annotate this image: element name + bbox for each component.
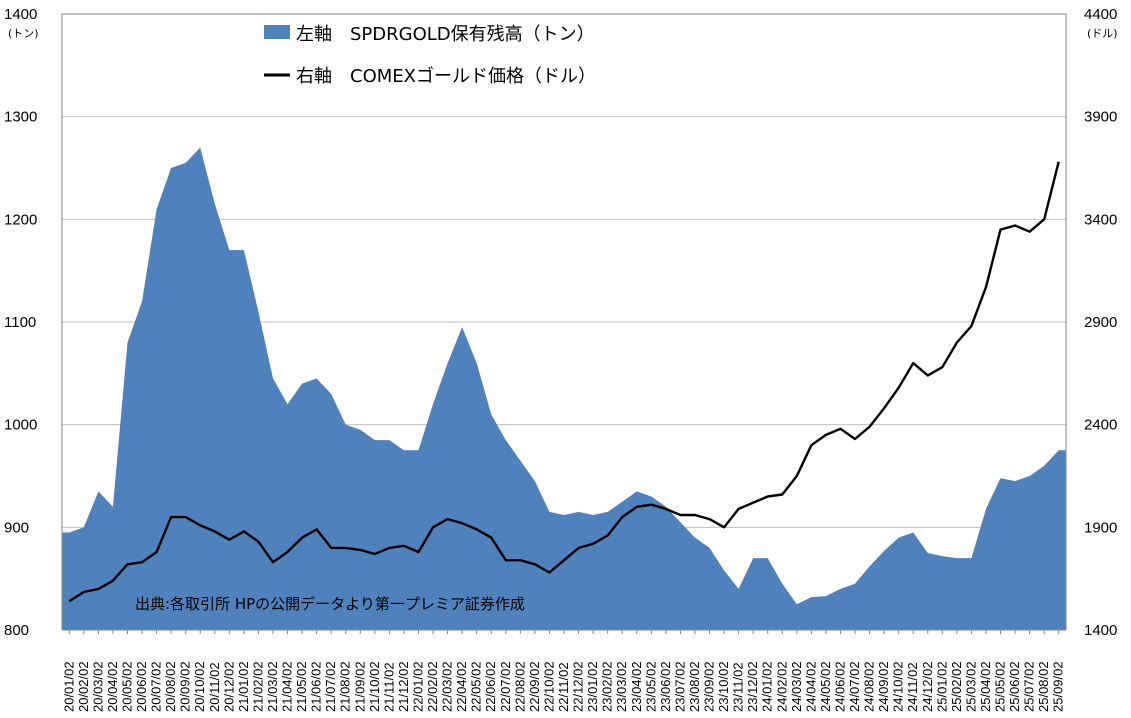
- x-tick-label: 24/09/02: [876, 661, 891, 712]
- x-tick-label: 24/11/02: [905, 662, 920, 712]
- legend: 左軸 SPDRGOLD保有残高（トン） 右軸 COMEXゴールド価格（ドル）: [264, 24, 596, 87]
- x-tick-label: 22/05/02: [469, 661, 484, 712]
- x-tick-label: 23/03/02: [614, 661, 629, 712]
- left-tick-label: 1000: [4, 417, 37, 434]
- x-tick-label: 22/09/02: [527, 661, 542, 712]
- x-tick-label: 24/06/02: [832, 661, 847, 712]
- x-tick-label: 22/02/02: [425, 661, 440, 712]
- right-axis-ticks: 1400 1900 2400 2900 3400 3900 4400: [1084, 6, 1117, 639]
- left-axis-ticks: 800 900 1000 1100 1200 1300 1400: [4, 6, 37, 639]
- x-tick-label: 21/10/02: [367, 661, 382, 712]
- x-tick-label: 20/03/02: [90, 661, 105, 712]
- x-tick-label: 21/11/02: [381, 662, 396, 712]
- x-tick-label: 20/06/02: [134, 661, 149, 712]
- x-tick-label: 22/10/02: [541, 661, 556, 712]
- x-tick-label: 24/03/02: [789, 661, 804, 712]
- left-tick-label: 900: [4, 519, 29, 536]
- x-tick-label: 24/04/02: [803, 661, 818, 712]
- x-tick-label: 21/07/02: [323, 661, 338, 712]
- x-tick-label: 22/07/02: [498, 661, 513, 712]
- x-tick-label: 23/04/02: [629, 661, 644, 712]
- x-tick-label: 22/11/02: [556, 662, 571, 712]
- left-tick-label: 800: [4, 622, 29, 639]
- x-tick-label: 25/02/02: [949, 661, 964, 712]
- right-tick-label: 3900: [1084, 109, 1117, 126]
- x-tick-label: 20/12/02: [221, 661, 236, 712]
- x-tick-label: 24/12/02: [920, 661, 935, 712]
- x-tick-label: 22/06/02: [483, 661, 498, 712]
- x-tick-label: 21/05/02: [294, 661, 309, 712]
- x-tick-label: 21/08/02: [338, 661, 353, 712]
- x-tick-label: 21/03/02: [265, 661, 280, 712]
- x-tick-label: 20/09/02: [178, 661, 193, 712]
- x-tick-label: 23/10/02: [716, 661, 731, 712]
- x-tick-label: 21/04/02: [280, 661, 295, 712]
- x-tick-label: 23/06/02: [658, 661, 673, 712]
- left-tick-label: 1400: [4, 6, 37, 23]
- x-tick-label: 20/11/02: [207, 662, 222, 712]
- x-tick-label: 23/12/02: [745, 661, 760, 712]
- x-tick-label: 20/08/02: [163, 661, 178, 712]
- x-tick-label: 22/03/02: [440, 661, 455, 712]
- left-tick-label: 1300: [4, 109, 37, 126]
- right-axis-unit: (ドル): [1087, 27, 1118, 40]
- x-tick-label: 20/04/02: [105, 661, 120, 712]
- x-tick-label: 20/10/02: [192, 661, 207, 712]
- x-tick-label: 21/06/02: [309, 661, 324, 712]
- x-tick-label: 25/06/02: [1007, 661, 1022, 712]
- x-tick-label: 20/05/02: [119, 661, 134, 712]
- left-tick-label: 1100: [4, 314, 36, 331]
- x-tick-label: 25/04/02: [978, 661, 993, 712]
- x-tick-label: 25/08/02: [1036, 661, 1051, 712]
- x-tick-label: 24/05/02: [818, 661, 833, 712]
- x-tick-label: 20/01/02: [61, 661, 76, 712]
- right-tick-label: 1400: [1084, 622, 1117, 639]
- legend-area-label: 左軸 SPDRGOLD保有残高（トン）: [296, 24, 595, 45]
- x-tick-label: 21/09/02: [352, 661, 367, 712]
- x-tick-label: 23/02/02: [600, 661, 615, 712]
- x-tick-label: 25/03/02: [963, 661, 978, 712]
- x-tick-label: 23/05/02: [643, 661, 658, 712]
- x-tick-label: 22/12/02: [571, 661, 586, 712]
- x-tick-label: 23/11/02: [731, 662, 746, 712]
- holdings-area: [62, 147, 1066, 630]
- x-tick-label: 24/10/02: [891, 661, 906, 712]
- x-tick-label: 23/07/02: [672, 661, 687, 712]
- x-tick-label: 20/02/02: [76, 661, 91, 712]
- x-tick-label: 24/07/02: [847, 661, 862, 712]
- x-tick-label: 24/08/02: [862, 661, 877, 712]
- x-tick-label: 20/07/02: [149, 661, 164, 712]
- x-tick-label: 23/01/02: [585, 661, 600, 712]
- x-tick-label: 25/07/02: [1022, 661, 1037, 712]
- x-tick-label: 25/09/02: [1051, 661, 1066, 712]
- x-tick-label: 21/01/02: [236, 661, 251, 712]
- x-tick-label: 22/01/02: [410, 661, 425, 712]
- x-tick-label: 21/02/02: [250, 661, 265, 712]
- x-tick-label: 25/01/02: [934, 661, 949, 712]
- legend-area-swatch: [264, 25, 290, 39]
- right-tick-label: 3400: [1084, 211, 1117, 228]
- x-tick-label: 22/08/02: [512, 661, 527, 712]
- x-axis-ticks: 20/01/02 20/02/02 20/03/02 20/04/02 20/05/02…: [61, 630, 1066, 712]
- right-tick-label: 2900: [1084, 314, 1117, 331]
- x-tick-label: 24/01/02: [760, 661, 775, 712]
- x-tick-label: 23/09/02: [702, 661, 717, 712]
- x-tick-label: 23/08/02: [687, 661, 702, 712]
- x-tick-label: 25/05/02: [993, 661, 1008, 712]
- right-tick-label: 1900: [1084, 519, 1117, 536]
- left-tick-label: 1200: [4, 211, 37, 228]
- right-tick-label: 4400: [1084, 6, 1117, 23]
- right-tick-label: 2400: [1084, 417, 1117, 434]
- price-line: [68, 161, 1060, 603]
- left-axis-unit: (トン): [8, 27, 39, 40]
- x-tick-label: 22/04/02: [454, 661, 469, 712]
- x-tick-label: 24/02/02: [774, 661, 789, 712]
- x-tick-label: 21/12/02: [396, 661, 411, 712]
- source-note: 出典:各取引所 HPの公開データより第一プレミア証券作成: [135, 595, 525, 613]
- legend-line-label: 右軸 COMEXゴールド価格（ドル）: [296, 66, 596, 87]
